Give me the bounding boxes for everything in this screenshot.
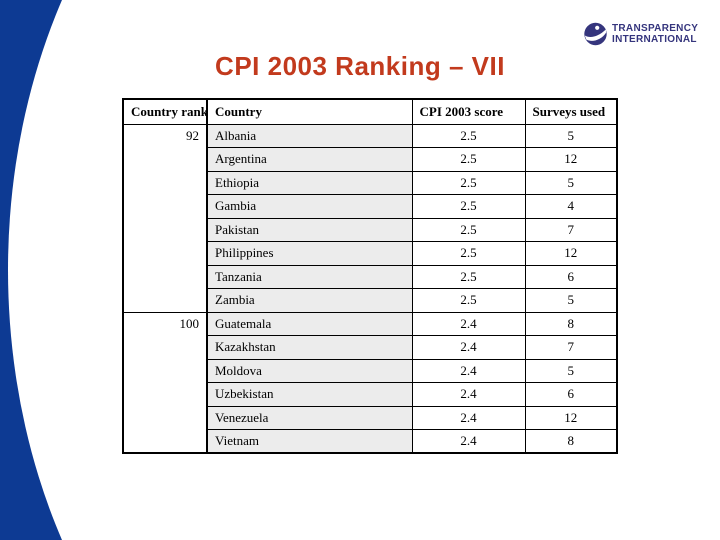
table-row: Pakistan 2.5 7	[123, 217, 618, 242]
globe-figure-icon	[583, 21, 608, 47]
table-row: Kazakhstan 2.4 7	[123, 335, 618, 360]
surveys-cell: 6	[524, 382, 618, 407]
country-cell: Guatemala	[206, 311, 413, 336]
table-row: Uzbekistan 2.4 6	[123, 382, 618, 407]
logo-text: TRANSPARENCY INTERNATIONAL	[612, 23, 698, 45]
country-cell: Moldova	[206, 358, 413, 383]
score-cell: 2.5	[411, 147, 526, 172]
country-cell: Philippines	[206, 241, 413, 266]
table-row: 92 Albania 2.5 5	[122, 123, 618, 313]
country-cell: Ethiopia	[206, 170, 413, 195]
ranking-table: Country rank Country CPI 2003 score Surv…	[122, 98, 618, 454]
table-row: Moldova 2.4 5	[123, 358, 618, 383]
surveys-cell: 6	[524, 264, 618, 289]
country-cell: Zambia	[206, 288, 413, 313]
column-header-surveys-used: Surveys used	[524, 98, 618, 125]
surveys-cell: 5	[524, 358, 618, 383]
score-cell: 2.5	[411, 194, 526, 219]
score-cell: 2.4	[411, 358, 526, 383]
logo-text-line1: TRANSPARENCY	[612, 23, 699, 34]
surveys-cell: 4	[524, 194, 618, 219]
country-cell: Argentina	[206, 147, 413, 172]
country-cell: Pakistan	[206, 217, 413, 242]
header-row: Country rank Country CPI 2003 score Surv…	[122, 98, 618, 125]
score-cell: 2.5	[411, 170, 526, 195]
score-cell: 2.4	[411, 405, 526, 430]
transparency-international-logo: TRANSPARENCY INTERNATIONAL	[583, 21, 698, 47]
score-cell: 2.5	[411, 123, 526, 148]
score-cell: 2.5	[411, 288, 526, 313]
country-cell: Vietnam	[206, 429, 413, 454]
surveys-cell: 12	[524, 241, 618, 266]
score-cell: 2.5	[411, 241, 526, 266]
country-cell: Venezuela	[206, 405, 413, 430]
surveys-cell: 8	[524, 311, 618, 336]
country-cell: Tanzania	[206, 264, 413, 289]
surveys-cell: 7	[524, 217, 618, 242]
table-row: Venezuela 2.4 12	[123, 405, 618, 430]
score-cell: 2.4	[411, 429, 526, 454]
surveys-cell: 7	[524, 335, 618, 360]
column-header-country: Country	[206, 98, 413, 125]
table-row: Philippines 2.5 12	[123, 241, 618, 266]
table-row: Tanzania 2.5 6	[123, 264, 618, 289]
surveys-cell: 12	[524, 147, 618, 172]
score-cell: 2.5	[411, 217, 526, 242]
country-cell: Kazakhstan	[206, 335, 413, 360]
table-row: Ethiopia 2.5 5	[123, 170, 618, 195]
column-header-country-rank: Country rank	[122, 98, 208, 125]
surveys-cell: 8	[524, 429, 618, 454]
logo-text-line2: INTERNATIONAL	[612, 34, 697, 45]
country-cell: Albania	[206, 123, 413, 148]
table-row: 100 Guatemala 2.4 8	[122, 311, 618, 454]
score-cell: 2.4	[411, 382, 526, 407]
country-cell: Uzbekistan	[206, 382, 413, 407]
surveys-cell: 5	[524, 170, 618, 195]
country-cell: Gambia	[206, 194, 413, 219]
score-cell: 2.4	[411, 311, 526, 336]
page-title: CPI 2003 Ranking – VII	[215, 51, 505, 81]
surveys-cell: 5	[524, 288, 618, 313]
rank-cell: 92	[122, 123, 208, 313]
column-header-cpi-2003-score: CPI 2003 score	[411, 98, 526, 125]
surveys-cell: 12	[524, 405, 618, 430]
rank-cell: 100	[122, 311, 208, 454]
score-cell: 2.4	[411, 335, 526, 360]
table-row: Vietnam 2.4 8	[123, 429, 618, 454]
score-cell: 2.5	[411, 264, 526, 289]
table-row: Zambia 2.5 5	[123, 288, 618, 313]
surveys-cell: 5	[524, 123, 618, 148]
